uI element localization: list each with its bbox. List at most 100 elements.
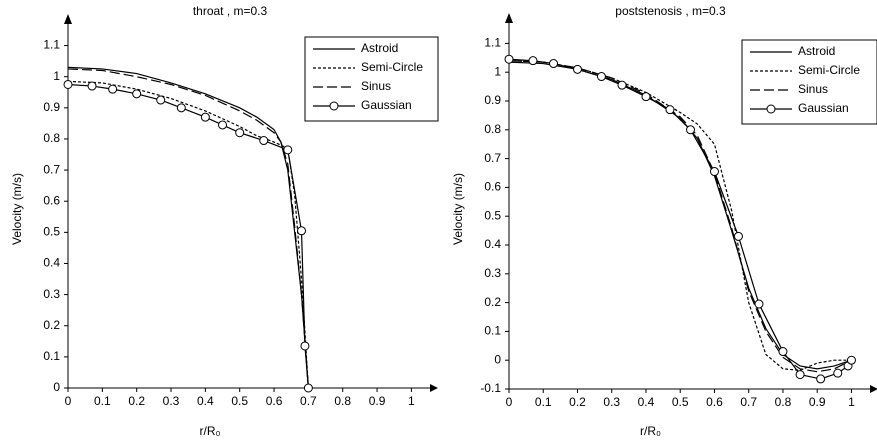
x-tick-label: 1 [408, 394, 415, 408]
y-tick-label: 0.3 [43, 287, 60, 301]
legend-marker [766, 104, 776, 114]
series-line [67, 66, 309, 389]
y-axis-label: Velocity (m/s) [10, 173, 24, 245]
x-axis-arrow [430, 384, 438, 392]
y-tick-label: 1 [494, 64, 501, 78]
x-tick-label: 0.4 [638, 395, 655, 409]
data-point [816, 374, 826, 384]
data-point [259, 136, 269, 146]
data-point [795, 370, 805, 380]
y-tick-label: 0.9 [43, 100, 60, 114]
y-tick-label: 0.4 [43, 256, 60, 270]
legend-label: Gaussian [798, 101, 849, 115]
data-point [641, 92, 651, 102]
x-tick-label: 0.8 [334, 394, 351, 408]
data-point [63, 79, 73, 89]
x-tick-label: 0.1 [94, 394, 111, 408]
series-line [67, 68, 309, 389]
x-tick-label: 0.9 [809, 395, 826, 409]
x-tick-label: 0.3 [163, 394, 180, 408]
y-axis-label: Velocity (m/s) [451, 173, 465, 245]
data-point [709, 167, 719, 177]
x-tick-label: 0.5 [231, 394, 248, 408]
data-point [108, 84, 118, 94]
x-tick-label: 0.3 [603, 395, 620, 409]
series-line [67, 80, 309, 389]
data-point [596, 72, 606, 82]
data-point [733, 231, 743, 241]
y-tick-label: 0 [53, 380, 60, 394]
data-point [617, 80, 627, 90]
legend-box [741, 39, 877, 125]
y-tick-label: 0.7 [43, 162, 60, 176]
data-point [303, 383, 313, 393]
y-tick-label: 0 [494, 352, 501, 366]
data-point [235, 128, 245, 138]
x-tick-label: 0.6 [706, 395, 723, 409]
data-point [87, 81, 97, 91]
chart-title: poststenosis , m=0.3 [615, 4, 726, 18]
y-tick-label: 0.8 [484, 122, 501, 136]
series-line [67, 83, 309, 389]
x-tick-label: 0.5 [672, 395, 689, 409]
x-tick-label: 0.2 [569, 395, 586, 409]
data-point [686, 125, 695, 135]
data-point [283, 145, 293, 155]
legend-label: Sinus [798, 82, 828, 96]
data-point [833, 368, 843, 378]
data-point [572, 64, 582, 74]
data-point [504, 54, 514, 64]
y-tick-label: 0.3 [484, 266, 501, 280]
data-point [132, 89, 142, 99]
data-point [200, 112, 210, 122]
legend-box [304, 36, 439, 122]
y-tick-label: 1.1 [484, 36, 501, 50]
y-tick-label: 0.2 [43, 318, 60, 332]
data-point [297, 226, 307, 236]
y-tick-label: 0.4 [484, 237, 501, 251]
data-point [300, 341, 310, 351]
x-axis-arrow [870, 385, 877, 393]
x-axis-label: r/R₀ [640, 424, 661, 438]
y-tick-label: 1.1 [43, 38, 60, 52]
series-line [508, 60, 852, 373]
x-tick-label: 0.9 [369, 394, 386, 408]
chart-title: throat , m=0.3 [193, 4, 268, 18]
y-axis-arrow [505, 13, 513, 23]
y-tick-label: 0.6 [484, 180, 501, 194]
legend-marker [329, 101, 339, 111]
legend-label: Gaussian [361, 98, 412, 112]
y-tick-label: -0.1 [480, 381, 501, 395]
data-point [528, 56, 538, 66]
x-tick-label: 0.7 [740, 395, 757, 409]
y-tick-label: 0.9 [484, 93, 501, 107]
x-tick-label: 0.4 [197, 394, 214, 408]
data-point [754, 299, 764, 309]
y-tick-label: 0.6 [43, 193, 60, 207]
x-tick-label: 0 [506, 395, 513, 409]
legend-label: Astroid [798, 44, 835, 58]
y-tick-label: 0.1 [484, 324, 501, 338]
data-point [156, 95, 166, 105]
x-tick-label: 0.1 [535, 395, 552, 409]
y-tick-label: 0.8 [43, 131, 60, 145]
data-point [846, 355, 856, 365]
y-tick-label: 0.2 [484, 295, 501, 309]
data-point [218, 120, 228, 130]
data-point [665, 105, 675, 115]
x-tick-label: 0 [65, 394, 72, 408]
x-axis-label: r/R₀ [200, 424, 221, 438]
y-tick-label: 1 [53, 69, 60, 83]
legend-label: Semi-Circle [361, 60, 423, 74]
data-point [778, 347, 788, 357]
y-tick-label: 0.7 [484, 151, 501, 165]
x-tick-label: 0.8 [775, 395, 792, 409]
y-tick-label: 0.1 [43, 349, 60, 363]
y-axis-arrow [64, 14, 72, 24]
data-point [176, 103, 186, 113]
x-tick-label: 0.6 [266, 394, 283, 408]
legend-label: Semi-Circle [798, 63, 860, 77]
data-point [549, 59, 559, 69]
x-tick-label: 0.7 [300, 394, 317, 408]
